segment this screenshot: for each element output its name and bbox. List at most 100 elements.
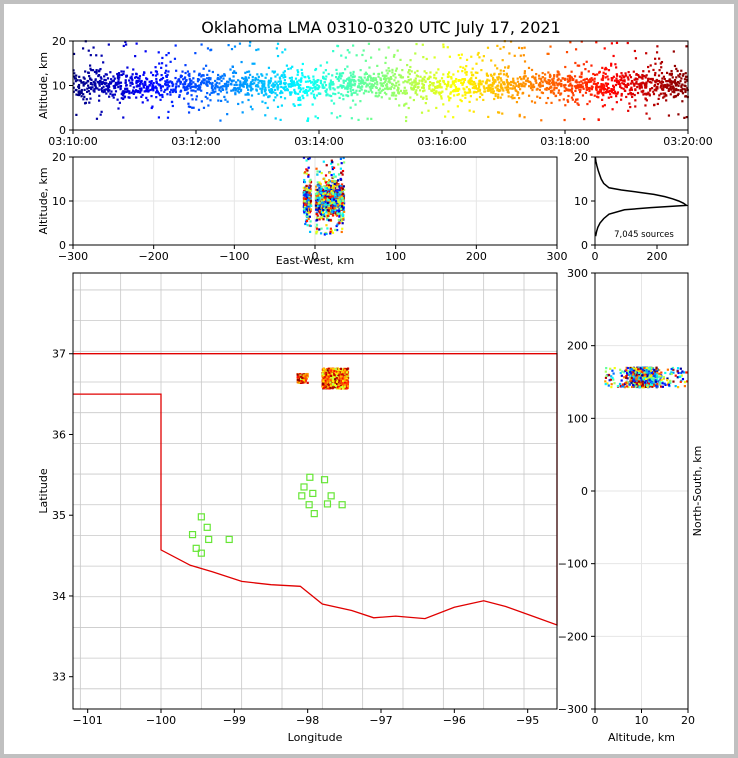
source-point [239,89,242,93]
source-point [677,89,680,92]
source-point [487,88,490,91]
source-point [362,49,365,52]
source-point [653,73,657,77]
source-point [652,68,655,72]
source-point [492,81,496,84]
source-point [206,47,210,50]
source-point [446,75,449,79]
source-point [107,43,110,46]
source-point [325,93,328,96]
source-point [338,196,341,199]
source-point [321,215,325,218]
source-point [529,86,533,90]
source-point [321,379,324,382]
source-point [407,78,410,82]
source-point [166,116,170,119]
source-point [330,372,333,375]
source-point [174,90,177,93]
source-point [658,69,661,72]
source-point [91,69,95,72]
source-point [93,84,97,87]
source-point [74,77,77,80]
source-point [627,109,630,112]
source-point [384,87,387,90]
source-point [463,91,467,94]
source-point [655,79,658,82]
source-point [126,66,129,69]
source-point [82,81,85,84]
source-point [267,66,271,69]
source-point [103,90,106,93]
source-point [285,64,288,67]
source-point [379,79,383,82]
source-point [238,86,241,89]
source-point [427,109,430,112]
source-point [316,205,320,208]
source-point [306,202,309,206]
source-point [490,74,493,78]
source-point [374,86,378,89]
source-point [557,77,560,80]
source-point [659,86,662,89]
source-point [171,84,174,88]
source-point [229,68,232,71]
source-point [230,83,233,86]
source-point [314,197,318,200]
source-point [327,378,331,381]
source-point [135,42,138,45]
source-point [491,81,494,85]
source-point [636,78,639,81]
source-point [332,372,335,375]
source-point [601,98,604,101]
source-point [329,218,332,222]
source-point [427,77,430,80]
source-point [486,78,489,81]
source-point [225,91,229,94]
source-point [573,85,577,88]
source-point [304,76,307,79]
source-point [92,46,95,49]
source-point [434,92,437,95]
source-point [370,117,373,120]
source-point [311,103,314,106]
source-point [573,75,577,78]
source-point [404,80,407,83]
source-point [221,74,224,77]
source-point [337,91,340,94]
source-point [306,187,309,190]
source-point [303,202,306,205]
source-point [254,79,257,82]
source-point [628,74,631,77]
source-point [610,64,613,67]
source-point [397,91,400,94]
source-point [465,91,468,94]
source-point [454,86,458,89]
source-point [359,82,362,85]
source-point [596,82,599,85]
source-point [91,86,94,89]
source-point [331,211,334,214]
source-point [118,76,121,79]
source-point [166,79,169,82]
source-point [633,93,636,97]
source-point [273,85,276,88]
source-point [131,73,134,76]
source-point [610,89,613,92]
source-point [402,81,405,84]
source-point [677,92,680,95]
source-point [513,96,516,100]
source-point [182,83,185,86]
source-point [431,89,434,93]
source-point [333,202,336,206]
y-tick-label: 10 [52,80,66,93]
source-point [520,47,524,50]
source-point [329,197,332,200]
source-point [296,381,299,384]
source-point [249,82,252,85]
source-point [395,81,398,85]
source-point [523,46,526,49]
source-point [304,193,308,196]
source-point [321,198,324,201]
source-point [672,50,675,53]
